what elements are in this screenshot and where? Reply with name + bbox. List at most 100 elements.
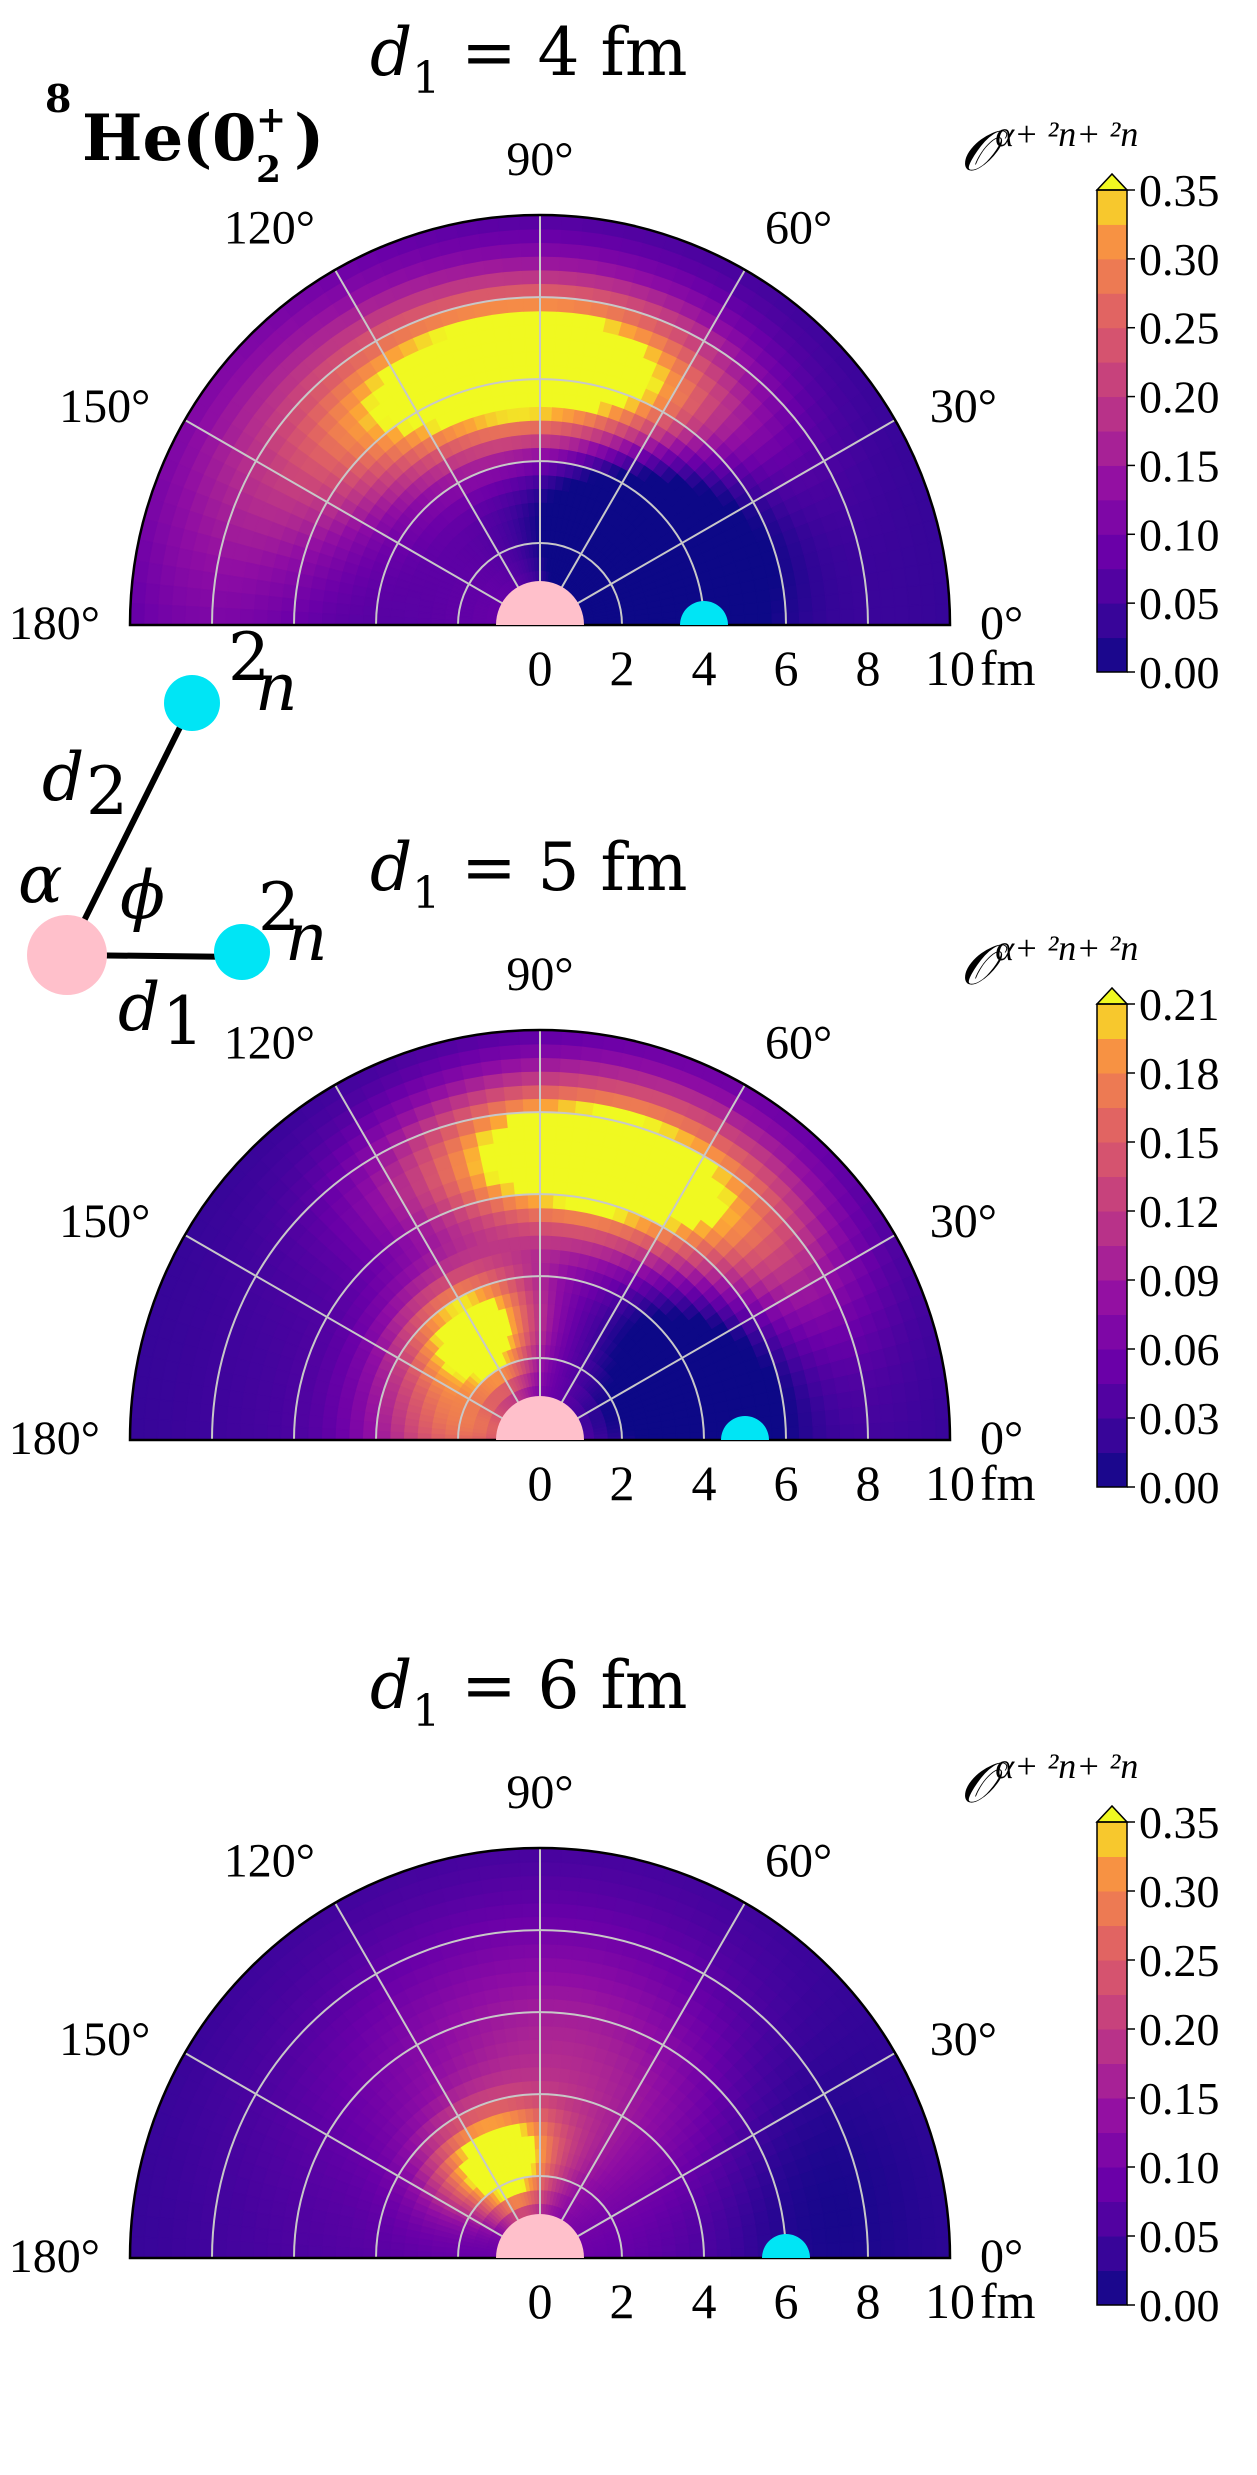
heatmap-cell: [320, 1416, 337, 1430]
heatmap-cell: [907, 1419, 924, 1440]
heatmap-cell: [143, 1418, 159, 1440]
heatmap-cell: [156, 1419, 173, 1440]
heatmap-cell: [539, 296, 558, 312]
heatmap-cell: [402, 617, 418, 625]
heatmap-cell: [513, 2011, 529, 2028]
heatmap-cell: [770, 598, 787, 614]
heatmap-cell: [184, 1420, 200, 1440]
heatmap-cell: [293, 2231, 310, 2247]
colorbar-extend: [1095, 986, 1129, 1005]
heatmap-cell: [321, 1405, 339, 1420]
state-label: 8 He ( 0 + 2 ): [45, 76, 324, 191]
heatmap-cell: [348, 2247, 364, 2258]
heatmap-cell: [500, 255, 523, 273]
radial-unit-label: fm: [980, 1455, 1036, 1511]
colorbar-band: [1097, 1245, 1127, 1281]
heatmap-cell: [935, 1417, 950, 1440]
heatmap-cell: [143, 582, 161, 606]
heatmap-cell: [523, 323, 541, 340]
colorbar-band: [1097, 1383, 1127, 1419]
angular-gridline: [334, 269, 541, 626]
heatmap-cell: [509, 1152, 527, 1169]
heatmap-cell: [492, 325, 511, 343]
heatmap-cell: [320, 1427, 336, 1440]
heatmap-cell: [293, 2244, 309, 2258]
colorbar-band: [1097, 1418, 1127, 1453]
state-close-paren: ): [294, 101, 324, 176]
heatmap-cell: [530, 1261, 541, 1277]
radial-tick-label: 8: [856, 1455, 881, 1511]
heatmap-field: [130, 215, 950, 625]
heatmap-cell: [375, 1430, 391, 1440]
d1-sub: 1: [162, 983, 204, 1060]
colorbar-tick-label: 0.09: [1139, 1255, 1220, 1306]
heatmap-cell: [348, 2237, 364, 2250]
heatmap-cell: [502, 269, 523, 286]
heatmap-cell: [824, 1407, 841, 1426]
heatmap-cell: [524, 1152, 541, 1168]
heatmap-cell: [798, 1425, 814, 1440]
dineutron-marker: [721, 1416, 769, 1440]
heatmap-cell: [539, 323, 557, 340]
heatmap-cell: [906, 584, 923, 607]
heatmap-cell: [562, 1208, 577, 1225]
heatmap-cell: [555, 1125, 574, 1142]
heatmap-cell: [497, 1043, 521, 1061]
heatmap-cell: [509, 1970, 527, 1987]
state-name: 0: [212, 101, 257, 176]
heatmap-cell: [539, 2079, 550, 2095]
heatmap-cell: [824, 592, 841, 611]
state-sup: +: [256, 99, 286, 141]
heatmap-cell: [375, 607, 392, 618]
colorbar-tick-label: 0.00: [1139, 647, 1220, 698]
heatmap-cell: [492, 1140, 511, 1158]
heatmap-cell: [809, 2212, 827, 2231]
heatmap-cell: [770, 1413, 787, 1429]
state-nucleus: He: [82, 101, 183, 176]
heatmap-cell: [539, 1084, 560, 1100]
angle-tick-label: 30°: [930, 380, 997, 433]
heatmap-cell: [518, 228, 541, 244]
heatmap-cell: [520, 1070, 541, 1086]
heatmap-cell: [156, 604, 173, 625]
heatmap-cell: [225, 1422, 241, 1440]
heatmap-cell: [539, 474, 549, 490]
heatmap-cell: [494, 1153, 513, 1171]
heatmap-cell: [267, 1396, 285, 1414]
heatmap-cell: [557, 255, 580, 273]
heatmap-cell: [361, 1420, 378, 1433]
heatmap-cell: [375, 2240, 392, 2251]
heatmap-cell: [527, 405, 541, 421]
heatmap-cell: [539, 269, 560, 285]
heatmap-cell: [522, 1125, 541, 1141]
colorbar-tick-label: 0.20: [1139, 372, 1220, 423]
heatmap-cell: [557, 1084, 578, 1101]
heatmap-cell: [547, 1275, 558, 1292]
heatmap-cell: [320, 2234, 337, 2248]
colorbar-tick-label: 0.15: [1139, 440, 1220, 491]
heatmap-cell: [539, 1970, 556, 1986]
heatmap-cell: [525, 1997, 541, 2013]
heatmap-cell: [865, 588, 882, 609]
radial-tick-label: 6: [774, 640, 799, 696]
heatmap-cell: [279, 1425, 295, 1440]
heatmap-cell: [515, 2025, 530, 2042]
heatmap-cell: [293, 1413, 310, 1429]
heatmap-cell: [892, 585, 910, 608]
heatmap-cell: [906, 1399, 923, 1422]
heatmap-cell: [547, 460, 558, 477]
radial-tick-label: 6: [774, 1455, 799, 1511]
angular-gridline: [539, 269, 746, 626]
heatmap-cell: [266, 1410, 283, 1428]
dineutron-marker: [680, 601, 728, 625]
heatmap-cell: [494, 1971, 513, 1989]
heatmap-cell: [293, 611, 309, 625]
heatmap-cell: [553, 337, 571, 354]
colorbar-band: [1097, 603, 1127, 639]
heatmap-cell: [784, 1412, 800, 1428]
heatmap-cell: [334, 2235, 351, 2249]
heatmap-cell: [225, 591, 242, 610]
heatmap-cell: [809, 1394, 827, 1413]
heatmap-cell: [549, 419, 563, 436]
heatmap-cell: [550, 405, 564, 422]
